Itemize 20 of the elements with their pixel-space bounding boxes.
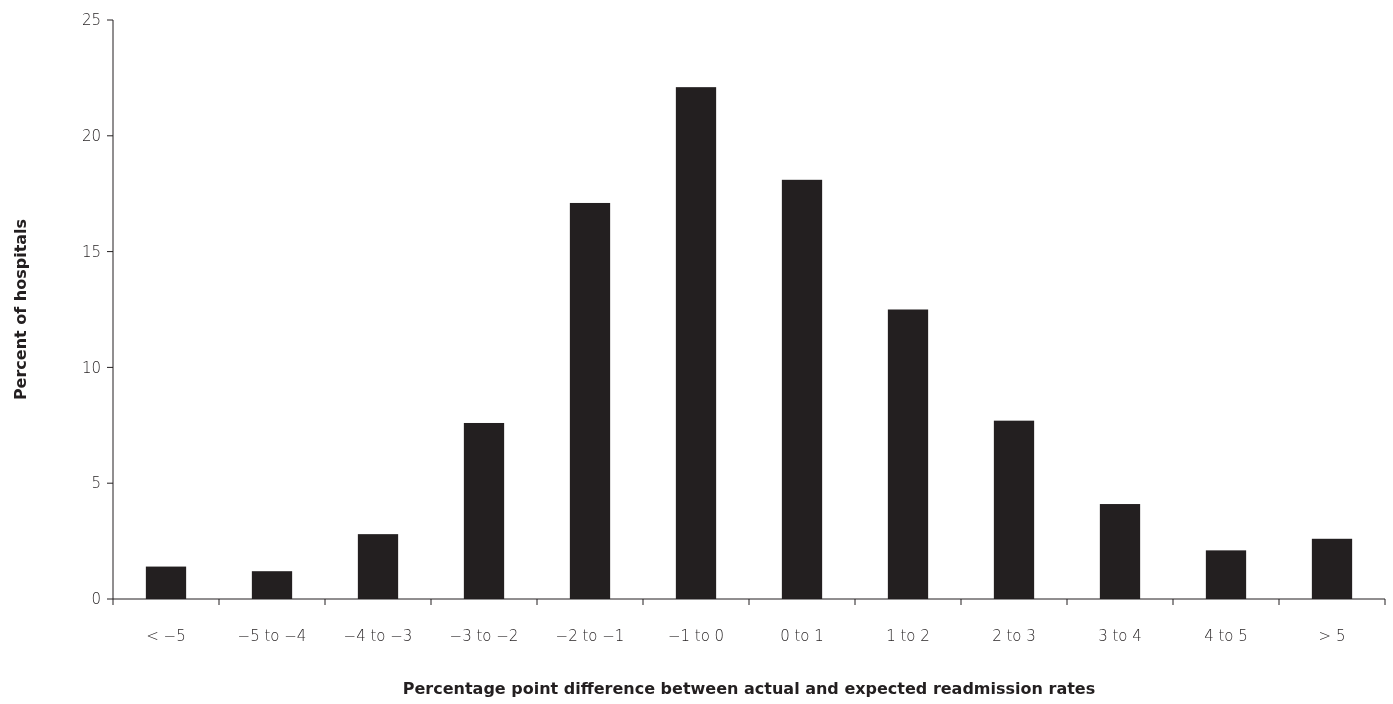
x-tick-label: 0 to 1 <box>780 627 824 645</box>
y-tick-label: 25 <box>81 11 101 30</box>
x-tick-label: > 5 <box>1318 627 1346 645</box>
x-axis-title: Percentage point difference between actual and expected readmission rates <box>402 679 1096 698</box>
y-tick-label: 0 <box>91 590 101 609</box>
x-tick-label: −4 to −3 <box>343 627 413 645</box>
y-tick-label: 15 <box>81 242 101 261</box>
y-tick-label: 10 <box>81 358 101 377</box>
y-tick-label: 20 <box>81 127 101 146</box>
x-tick-label: 2 to 3 <box>992 627 1036 645</box>
x-tick-label: 4 to 5 <box>1204 627 1248 645</box>
x-tick-label: −5 to −4 <box>237 627 307 645</box>
x-tick-label: 3 to 4 <box>1098 627 1142 645</box>
y-tick-label: 5 <box>91 474 101 493</box>
x-tick-label: < −5 <box>146 627 186 645</box>
y-axis-title: Percent of hospitals <box>11 218 30 401</box>
x-tick-label: 1 to 2 <box>886 627 930 645</box>
x-tick-label: −3 to −2 <box>449 627 519 645</box>
x-tick-label: −2 to −1 <box>555 627 625 645</box>
x-tick-label: −1 to 0 <box>667 627 725 645</box>
